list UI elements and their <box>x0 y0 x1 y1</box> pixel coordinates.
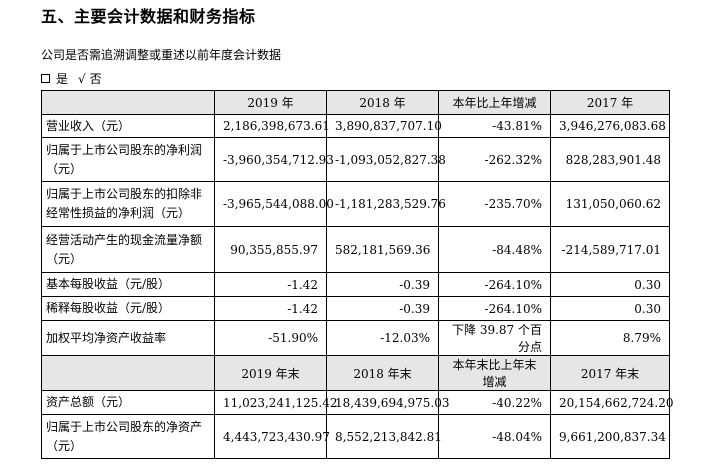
table-cell: 2,186,398,673.61 <box>214 114 330 138</box>
table-cell: -1,181,283,529.76 <box>326 181 446 227</box>
table-cell: 3,890,837,707.10 <box>326 114 442 138</box>
restate-question: 公司是否需追溯调整或重述以前年度会计数据 <box>41 48 282 62</box>
table-cell: 90,355,855.97 <box>214 226 327 273</box>
row-label: 经营活动产生的现金流量净额（元） <box>41 226 215 273</box>
row-label: 归属于上市公司股东的净利润（元） <box>41 137 215 182</box>
table-cell: 8,552,213,842.81 <box>326 414 442 459</box>
row-label: 归属于上市公司股东的扣除非经常性损益的净利润（元） <box>41 181 215 227</box>
table-row: 稀释每股收益（元/股） -1.42 -0.39 -264.10% 0.30 <box>41 296 670 321</box>
table-row: 营业收入（元） 2,186,398,673.61 3,890,837,707.1… <box>41 114 670 138</box>
table-row: 加权平均净资产收益率 -51.90% -12.03% 下降 39.87 个百分点… <box>41 320 670 356</box>
header-cell: 2018 年 <box>326 90 439 115</box>
header-cell: 2019 年 <box>214 90 327 115</box>
table-cell: 4,443,723,430.97 <box>214 414 330 459</box>
table-cell: -43.81% <box>438 114 551 138</box>
header-cell: 本年比上年增减 <box>438 90 551 115</box>
table-cell: 3,946,276,083.68 <box>550 114 670 138</box>
table-row: 归属于上市公司股东的净资产（元） 4,443,723,430.97 8,552,… <box>41 414 670 459</box>
header-cell: 2017 年 <box>550 90 670 115</box>
header-cell <box>41 90 215 115</box>
row-label: 稀释每股收益（元/股） <box>41 296 215 321</box>
table-cell: -0.39 <box>326 272 439 297</box>
table-cell: 20,154,662,724.20 <box>550 390 674 415</box>
table-cell: 11,023,241,125.42 <box>214 390 338 415</box>
table-cell: -264.10% <box>438 272 551 297</box>
table-cell: -3,960,354,712.93 <box>214 137 334 182</box>
table-cell: -3,965,544,088.00 <box>214 181 334 227</box>
table-cell: 828,283,901.48 <box>550 137 670 182</box>
restate-choice: 是 √ 否 <box>41 70 102 87</box>
table-cell: -12.03% <box>326 320 439 356</box>
table-cell: -214,589,717.01 <box>550 226 670 273</box>
table-header-row: 2019 年 2018 年 本年比上年增减 2017 年 <box>41 90 670 115</box>
financial-indicators-table: 2019 年 2018 年 本年比上年增减 2017 年 营业收入（元） 2,1… <box>41 90 674 459</box>
table-row: 归属于上市公司股东的净利润（元） -3,960,354,712.93 -1,09… <box>41 137 670 182</box>
table-cell: 582,181,569.36 <box>326 226 439 273</box>
table-cell: 0.30 <box>550 272 670 297</box>
header-cell: 本年末比上年末增减 <box>438 355 551 391</box>
row-label: 加权平均净资产收益率 <box>41 320 215 356</box>
table-row: 资产总额（元） 11,023,241,125.42 18,439,694,975… <box>41 390 674 415</box>
header-cell: 2018 年末 <box>326 355 439 391</box>
row-label: 资产总额（元） <box>41 390 215 415</box>
row-label: 基本每股收益（元/股） <box>41 272 215 297</box>
table-cell: 131,050,060.62 <box>550 181 670 227</box>
header-cell <box>41 355 215 391</box>
header-cell: 2019 年末 <box>214 355 327 391</box>
header-cell: 2017 年末 <box>550 355 670 391</box>
table-row: 基本每股收益（元/股） -1.42 -0.39 -264.10% 0.30 <box>41 272 670 297</box>
table-cell: -84.48% <box>438 226 551 273</box>
table-cell: -1.42 <box>214 272 327 297</box>
table-cell: 8.79% <box>550 320 670 356</box>
no-label: 否 <box>89 72 102 86</box>
table-row: 经营活动产生的现金流量净额（元） 90,355,855.97 582,181,5… <box>41 226 670 273</box>
table-cell: -264.10% <box>438 296 551 321</box>
yes-label: 是 <box>56 72 69 86</box>
row-label: 归属于上市公司股东的净资产（元） <box>41 414 215 459</box>
yes-checkbox <box>41 74 50 83</box>
row-label: 营业收入（元） <box>41 114 215 138</box>
table-cell: 18,439,694,975.03 <box>326 390 450 415</box>
table-cell: -262.32% <box>438 137 551 182</box>
section-title: 五、主要会计数据和财务指标 <box>41 7 256 26</box>
table-cell: -235.70% <box>438 181 551 227</box>
table-cell: -48.04% <box>438 414 551 459</box>
table-cell: -1,093,052,827.38 <box>326 137 446 182</box>
table-cell: -0.39 <box>326 296 439 321</box>
check-mark-icon: √ <box>78 71 86 86</box>
table-cell: 下降 39.87 个百分点 <box>438 320 551 356</box>
table-cell: -1.42 <box>214 296 327 321</box>
table-row: 归属于上市公司股东的扣除非经常性损益的净利润（元） -3,965,544,088… <box>41 181 670 227</box>
table-cell: 0.30 <box>550 296 670 321</box>
table-cell: -51.90% <box>214 320 327 356</box>
table-cell: 9,661,200,837.34 <box>550 414 670 459</box>
table-cell: -40.22% <box>438 390 551 415</box>
table-header-row: 2019 年末 2018 年末 本年末比上年末增减 2017 年末 <box>41 355 670 391</box>
